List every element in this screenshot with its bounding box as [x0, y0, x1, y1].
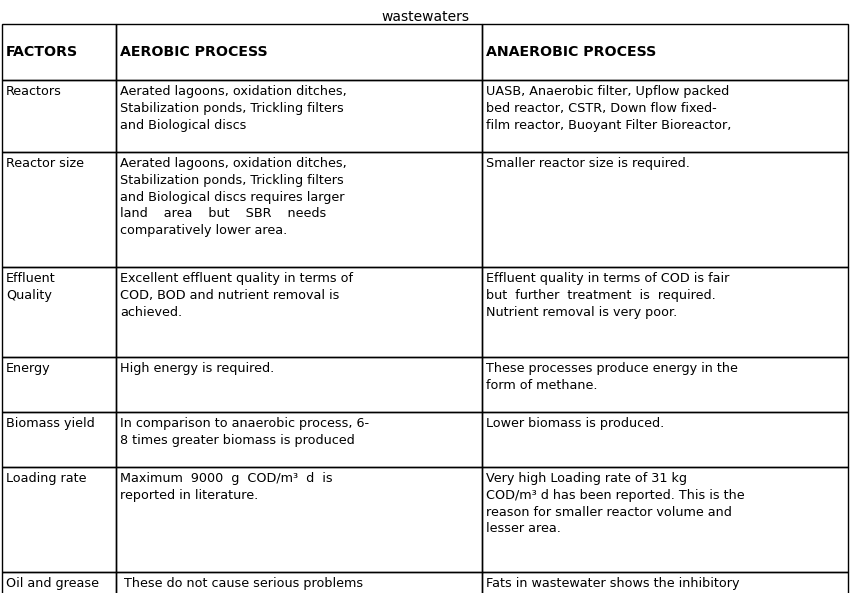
Bar	[482, 80, 848, 152]
Text: Oil and grease
removal: Oil and grease removal	[6, 577, 99, 593]
Text: Aerated lagoons, oxidation ditches,
Stabilization ponds, Trickling filters
and B: Aerated lagoons, oxidation ditches, Stab…	[120, 157, 347, 237]
Text: Maximum  9000  g  COD/m³  d  is
reported in literature.: Maximum 9000 g COD/m³ d is reported in l…	[120, 472, 333, 502]
Text: wastewaters: wastewaters	[381, 10, 469, 24]
Text: Reactors: Reactors	[6, 85, 62, 98]
Text: Reactor size: Reactor size	[6, 157, 84, 170]
Bar	[482, 467, 848, 572]
Text: These processes produce energy in the
form of methane.: These processes produce energy in the fo…	[485, 362, 738, 392]
Bar	[116, 24, 482, 80]
Bar	[482, 267, 848, 357]
Text: Effluent
Quality: Effluent Quality	[6, 272, 56, 302]
Text: Lower biomass is produced.: Lower biomass is produced.	[485, 417, 664, 430]
Bar	[116, 267, 482, 357]
Bar	[2, 467, 116, 572]
Text: Very high Loading rate of 31 kg
COD/m³ d has been reported. This is the
reason f: Very high Loading rate of 31 kg COD/m³ d…	[485, 472, 745, 535]
Text: FACTORS: FACTORS	[6, 45, 78, 59]
Text: Biomass yield: Biomass yield	[6, 417, 94, 430]
Text: Aerated lagoons, oxidation ditches,
Stabilization ponds, Trickling filters
and B: Aerated lagoons, oxidation ditches, Stab…	[120, 85, 347, 132]
Bar	[116, 357, 482, 412]
Text: Fats in wastewater shows the inhibitory
action during anaerobic treatment of: Fats in wastewater shows the inhibitory …	[485, 577, 740, 593]
Text: Excellent effluent quality in terms of
COD, BOD and nutrient removal is
achieved: Excellent effluent quality in terms of C…	[120, 272, 354, 318]
Bar	[2, 412, 116, 467]
Bar	[2, 152, 116, 267]
Bar	[482, 357, 848, 412]
Bar	[482, 572, 848, 593]
Bar	[2, 267, 116, 357]
Bar	[116, 572, 482, 593]
Bar	[116, 412, 482, 467]
Bar	[2, 357, 116, 412]
Text: In comparison to anaerobic process, 6-
8 times greater biomass is produced: In comparison to anaerobic process, 6- 8…	[120, 417, 370, 447]
Text: High energy is required.: High energy is required.	[120, 362, 275, 375]
Text: Energy: Energy	[6, 362, 51, 375]
Bar	[116, 467, 482, 572]
Text: Loading rate: Loading rate	[6, 472, 87, 485]
Bar	[482, 152, 848, 267]
Bar	[482, 24, 848, 80]
Bar	[2, 572, 116, 593]
Text: ANAEROBIC PROCESS: ANAEROBIC PROCESS	[485, 45, 656, 59]
Text: UASB, Anaerobic filter, Upflow packed
bed reactor, CSTR, Down flow fixed-
film r: UASB, Anaerobic filter, Upflow packed be…	[485, 85, 731, 132]
Text: Effluent quality in terms of COD is fair
but  further  treatment  is  required.
: Effluent quality in terms of COD is fair…	[485, 272, 729, 318]
Bar	[116, 152, 482, 267]
Bar	[482, 412, 848, 467]
Bar	[2, 24, 116, 80]
Bar	[116, 80, 482, 152]
Text: AEROBIC PROCESS: AEROBIC PROCESS	[120, 45, 268, 59]
Bar	[2, 80, 116, 152]
Text: These do not cause serious problems
 in aerobic processes (Komatsu et al.,: These do not cause serious problems in a…	[120, 577, 363, 593]
Text: Smaller reactor size is required.: Smaller reactor size is required.	[485, 157, 689, 170]
